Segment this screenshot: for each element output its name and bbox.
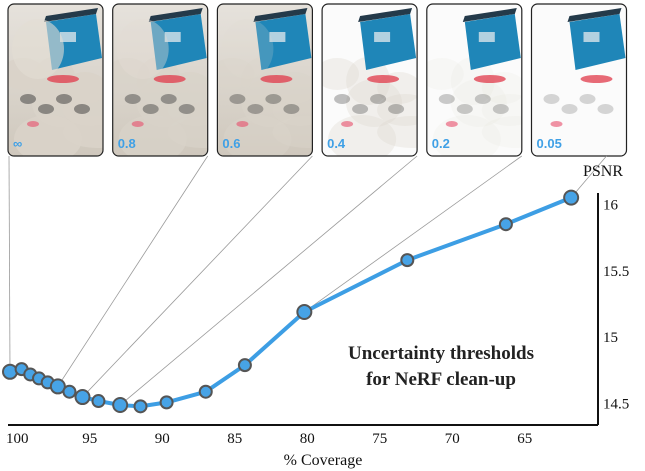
data-point (133, 399, 148, 414)
y-tick-label: 15.5 (603, 264, 629, 280)
x-tick-label: 90 (155, 431, 170, 447)
x-tick-label: 95 (82, 431, 97, 447)
nerf-render-image (112, 4, 208, 156)
x-tick-labels: 100 95 90 85 80 75 70 65 (6, 431, 532, 447)
annotation-line-2: for NeRF clean-up (366, 369, 516, 390)
nerf-render-image (8, 4, 103, 156)
data-point (237, 358, 252, 373)
data-point (296, 303, 313, 320)
connector-line (304, 155, 523, 313)
data-point (62, 384, 77, 399)
data-point (563, 189, 580, 206)
x-tick-label: 70 (445, 431, 460, 447)
thumbnail: 0.8 (112, 3, 209, 157)
thumbnail: ∞ (7, 3, 104, 157)
y-axis-title: PSNR (583, 163, 623, 180)
threshold-label: 0.2 (432, 136, 450, 151)
x-tick-label: 85 (227, 431, 242, 447)
x-tick-label: 80 (300, 431, 315, 447)
threshold-label: 0.4 (327, 136, 346, 151)
y-tick-label: 14.5 (603, 397, 629, 413)
data-point (198, 384, 213, 399)
thumbnail: 0.2 (426, 3, 523, 157)
thumbnail: 0.05 (530, 3, 628, 157)
data-point (49, 378, 66, 395)
connector-line (570, 155, 607, 198)
data-point (498, 217, 513, 232)
threshold-label: 0.8 (118, 136, 136, 151)
x-tick-label: 100 (6, 431, 29, 447)
thumbnail: 0.6 (216, 3, 313, 157)
connector-line (57, 155, 209, 387)
x-tick-label: 65 (517, 431, 532, 447)
thumbnail-frame (7, 3, 104, 157)
nerf-render-image (426, 4, 522, 156)
y-tick-labels: 16 15.5 15 14.5 (603, 197, 629, 412)
threshold-label: 0.05 (537, 136, 562, 151)
nerf-render-image (217, 4, 313, 156)
y-tick-label: 16 (603, 197, 619, 213)
thumbnail-frame (530, 3, 628, 157)
y-tick-label: 15 (603, 330, 618, 346)
connector-line (82, 155, 313, 398)
annotation-line-1: Uncertainty thresholds (348, 343, 534, 364)
connector-line (119, 155, 418, 406)
x-tick-label: 75 (372, 431, 387, 447)
data-point (91, 394, 106, 409)
thumbnail-frame (321, 3, 418, 157)
thumbnail-frame (112, 3, 209, 157)
nerf-render-image (322, 4, 418, 156)
thumbnail: 0.4 (321, 3, 418, 157)
thumbnail-strip: ∞ 0.8 0.6 0.4 0.2 0.05 (7, 3, 628, 157)
thumbnail-frame (216, 3, 313, 157)
connector-line (8, 155, 11, 372)
series-points (2, 189, 580, 414)
data-point (2, 363, 18, 380)
x-axis-title: % Coverage (284, 452, 363, 469)
data-point (112, 397, 129, 414)
nerf-render-image (531, 4, 627, 156)
data-point (159, 395, 174, 410)
data-point (400, 253, 415, 268)
threshold-label: 0.6 (222, 136, 240, 151)
thumbnail-connectors (8, 155, 607, 406)
thumbnail-frame (426, 3, 523, 157)
threshold-label: ∞ (13, 136, 22, 151)
data-point (74, 389, 91, 406)
